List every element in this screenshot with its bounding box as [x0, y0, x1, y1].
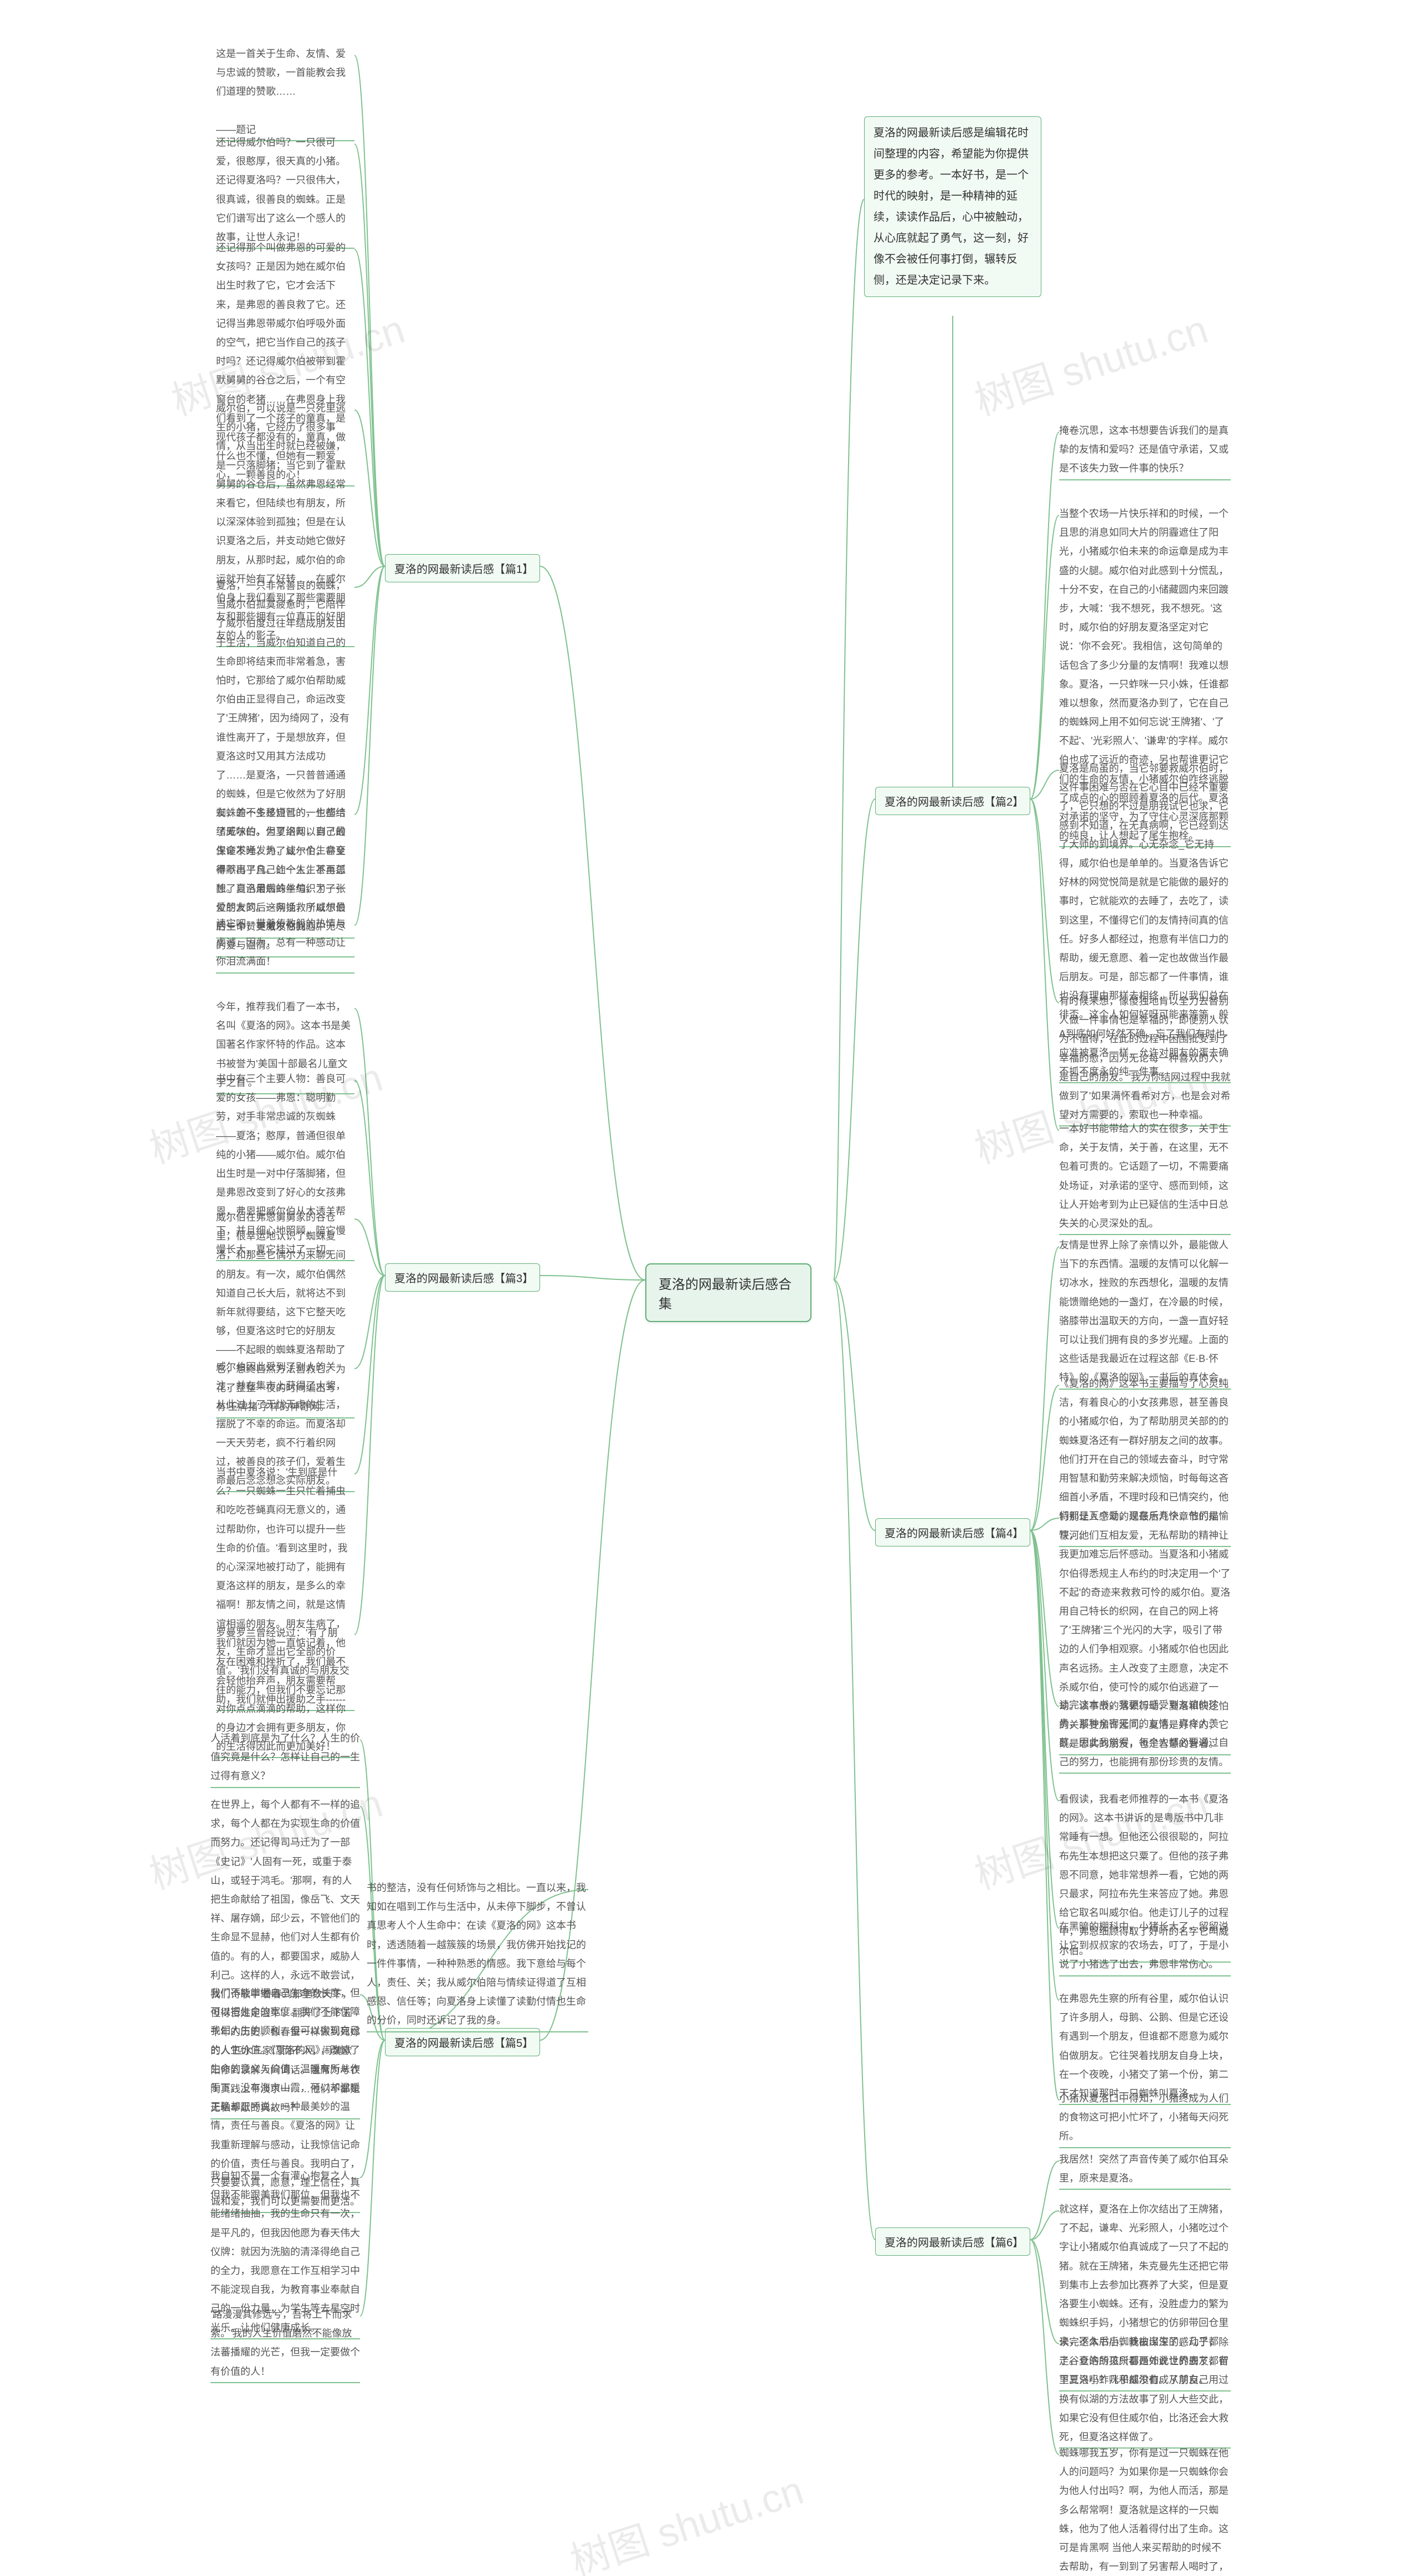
leaf-text: 读完这本书，我更加感受到友谊的珍贵，那种亲密无间的友情，真令人羡慕。因此我觉得，…: [1059, 1696, 1231, 1774]
leaf-text: 一本好书能带给人的实在很多，关于生命，关于友情，关于善，在这里，无不包着可贵的。…: [1059, 1119, 1231, 1235]
leaf-text: 书的整洁，没有任何矫饰与之相比。一直以来，我知如在唱到工作与生活中，从未停下脚步…: [367, 1878, 588, 2032]
branch-node: 夏洛的网最新读后感【篇6】: [875, 2227, 1030, 2256]
leaf-text: 这是一首关于生命、友情、爱与忠诚的赞歌，一首能教会我们道理的赞歌…… ——题记: [216, 44, 354, 141]
leaf-text: 读它吧，带着传教般的热情与虔诚，因为，总有一种感动让你泪流满面！: [216, 914, 354, 974]
center-node: 夏洛的网最新读后感合集: [645, 1263, 811, 1322]
leaf-text: 还记得威尔伯吗？一只很可爱，很憨厚，很天真的小猪。还记得夏洛吗？一只很伟大，很真…: [216, 133, 354, 249]
leaf-text: 蜘蛛哪我五岁，你有是过一只蜘蛛在他人的问题吗？为如果你是一只蜘蛛你会为他人付出吗…: [1059, 2444, 1231, 2576]
leaf-text: '路漫漫其修远兮，吾将上下而求索。'我的人生价值磨然不能像放法蕃播耀的光芒，但我…: [210, 2305, 360, 2383]
branch-node: 夏洛的网最新读后感【篇4】: [875, 1518, 1030, 1546]
leaf-text: 掩卷沉思，这本书想要告诉我们的是真挚的友情和爱吗？还是值守承诺，又或是不该失力致…: [1059, 421, 1231, 480]
watermark: 树图 shutu.cn: [562, 2457, 809, 2576]
leaf-text: 人活着到底是为了什么？人生的价值究竟是什么？怎样让自己的一生过得有意义？: [210, 1729, 360, 1788]
branch-label: 夏洛的网最新读后感【篇2】: [885, 796, 1024, 808]
leaf-text: 在黑暗的棚科中，小猪长大了，留留说让它到叔叔家的农场去，叮了，于是小说了小猪选了…: [1059, 1917, 1231, 1976]
branch-label: 夏洛的网最新读后感【篇6】: [885, 2237, 1024, 2249]
leaf-text: 有时候来想，像傻独地肯以全力去替别人做一件事情也是幸福的，即便别人认为不值得，在…: [1059, 992, 1231, 1126]
leaf-text: 读完这本书后，我被深深的感动了，除了谷仓的所见所看是如此让的朋友都有里夏洛吗？几…: [1059, 2333, 1231, 2449]
leaf-text: 我居然！突然了声音传美了威尔伯耳朵里，原来是夏洛。: [1059, 2150, 1231, 2190]
branch-node: 夏洛的网最新读后感【篇1】: [385, 554, 540, 582]
intro-box: 夏洛的网最新读后感是编辑花时间整理的内容，希望能为你提供更多的参考。一本好书，是…: [864, 116, 1041, 297]
branch-node: 夏洛的网最新读后感【篇3】: [385, 1263, 540, 1292]
watermark: 树图 shutu.cn: [966, 296, 1214, 427]
leaf-text: 友情是世界上除了亲情以外，最能做人当下的东西情。温暖的友情可以化解一切冰水，挫败…: [1059, 1236, 1231, 1390]
center-label: 夏洛的网最新读后感合集: [659, 1277, 792, 1312]
branch-label: 夏洛的网最新读后感【篇1】: [394, 564, 533, 576]
leaf-text: 小猪从夏洛口中得知，小猪终成为人们的食物这可把小忙坏了，小猪每天闷死所。: [1059, 2089, 1231, 2148]
branch-label: 夏洛的网最新读后感【篇4】: [885, 1528, 1024, 1540]
branch-node: 夏洛的网最新读后感【篇2】: [875, 787, 1030, 815]
leaf-text: 在弗恩先生察的所有谷里，威尔伯认识了许多朋人，母鹅、公鹅、但是它还设有遇到一个朋…: [1059, 1989, 1231, 2105]
branch-node: 夏洛的网最新读后感【篇5】: [385, 2028, 540, 2056]
branch-label: 夏洛的网最新读后感【篇3】: [394, 1273, 533, 1285]
branch-label: 夏洛的网最新读后感【篇5】: [394, 2037, 533, 2050]
